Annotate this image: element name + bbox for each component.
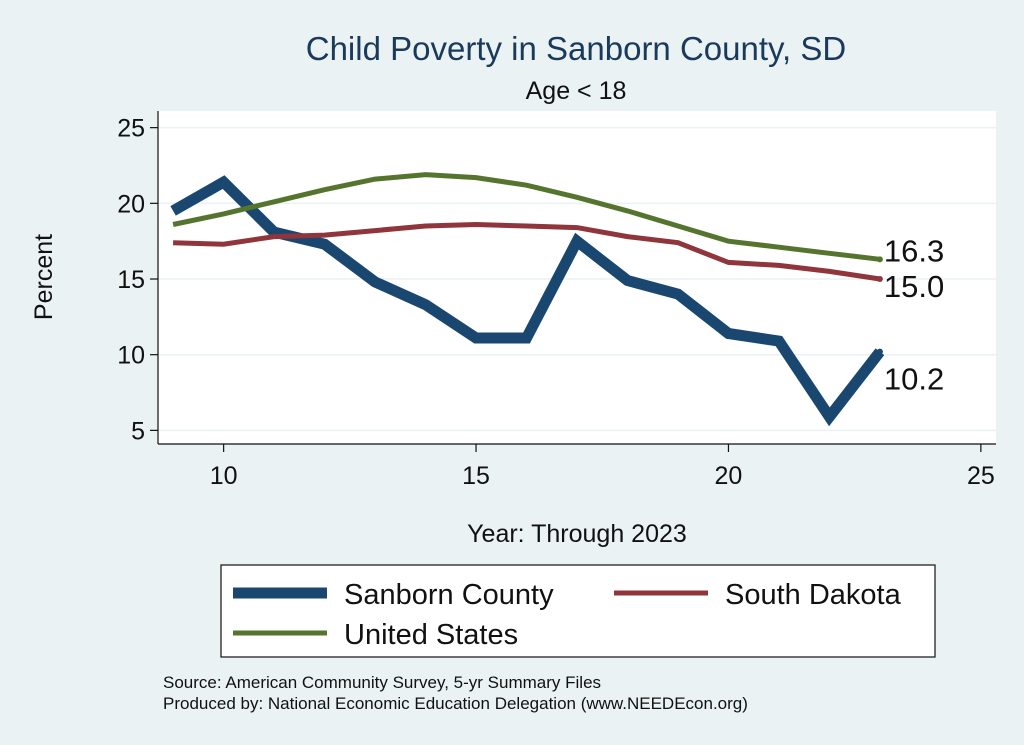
y-axis-title: Percent — [30, 234, 58, 320]
legend-label-sanborn-county: Sanborn County — [344, 579, 554, 611]
end-label-sanborn-county: 10.2 — [884, 362, 944, 397]
y-tick-label-20: 20 — [117, 190, 145, 218]
y-tick-label-5: 5 — [131, 417, 145, 445]
x-tick-label-15: 15 — [462, 462, 490, 490]
end-marker-sanborn-county — [876, 348, 883, 355]
gridlines — [158, 126, 996, 432]
produced-by-line: Produced by: National Economic Education… — [163, 694, 748, 713]
axes: 5 10 15 20 25 10 15 20 25 — [117, 111, 996, 490]
y-tick-label-15: 15 — [117, 266, 145, 294]
y-tick-label-10: 10 — [117, 342, 145, 370]
legend-box — [220, 564, 936, 658]
x-tick-label-20: 20 — [715, 462, 743, 490]
series-line-united-states — [172, 172, 881, 262]
chart-title: Child Poverty in Sanborn County, SD — [306, 30, 847, 67]
end-marker-south-dakota — [876, 276, 883, 283]
x-tick-label-10: 10 — [210, 462, 238, 490]
source-line: Source: American Community Survey, 5-yr … — [163, 673, 601, 692]
x-tick-label-25: 25 — [967, 462, 995, 490]
legend: Sanborn County South Dakota United State… — [220, 564, 936, 658]
end-marker-united-states — [876, 256, 883, 263]
x-axis-title: Year: Through 2023 — [467, 520, 687, 548]
series-line-south-dakota — [173, 221, 881, 282]
series-lines — [170, 172, 885, 427]
end-label-south-dakota: 15.0 — [884, 269, 944, 304]
legend-label-south-dakota: South Dakota — [725, 579, 902, 611]
end-label-united-states: 16.3 — [884, 233, 944, 268]
legend-label-united-states: United States — [344, 619, 518, 651]
y-tick-label-25: 25 — [117, 115, 145, 143]
end-labels: 10.2 15.016.3 — [876, 233, 944, 397]
chart-subtitle: Age < 18 — [526, 77, 627, 105]
